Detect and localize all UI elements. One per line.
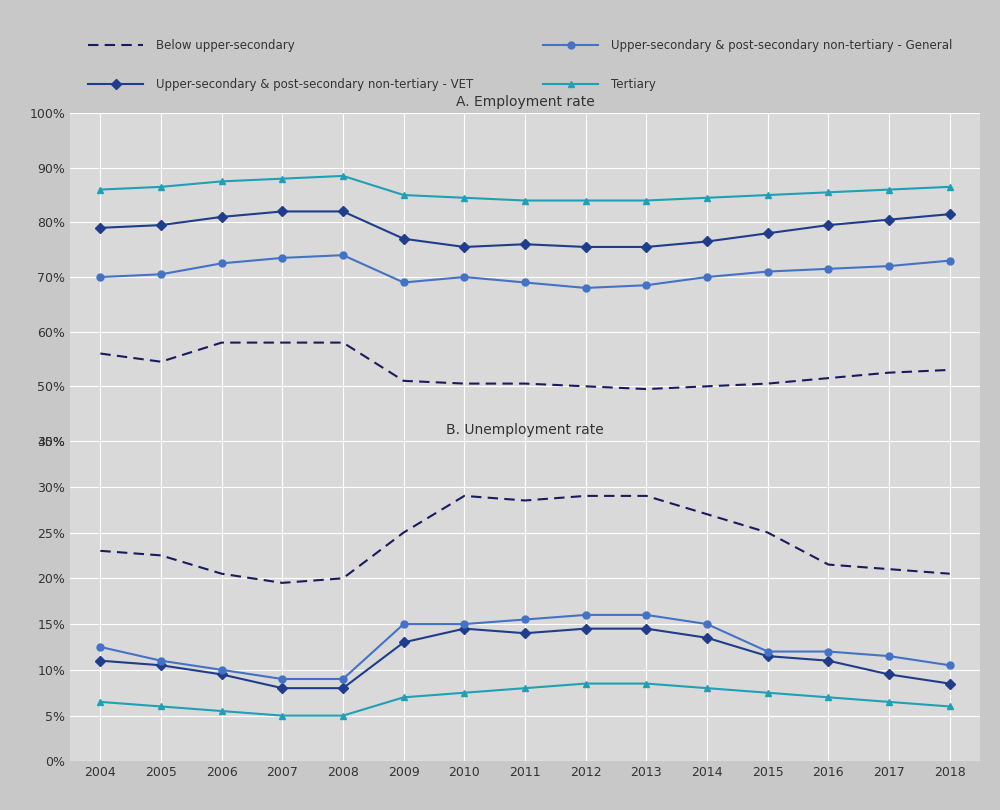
Text: Tertiary: Tertiary (611, 78, 656, 91)
Text: Upper-secondary & post-secondary non-tertiary - VET: Upper-secondary & post-secondary non-ter… (156, 78, 474, 91)
Text: Below upper-secondary: Below upper-secondary (156, 39, 295, 52)
Title: B. Unemployment rate: B. Unemployment rate (446, 423, 604, 437)
Title: A. Employment rate: A. Employment rate (456, 95, 594, 109)
Text: Upper-secondary & post-secondary non-tertiary - General: Upper-secondary & post-secondary non-ter… (611, 39, 953, 52)
